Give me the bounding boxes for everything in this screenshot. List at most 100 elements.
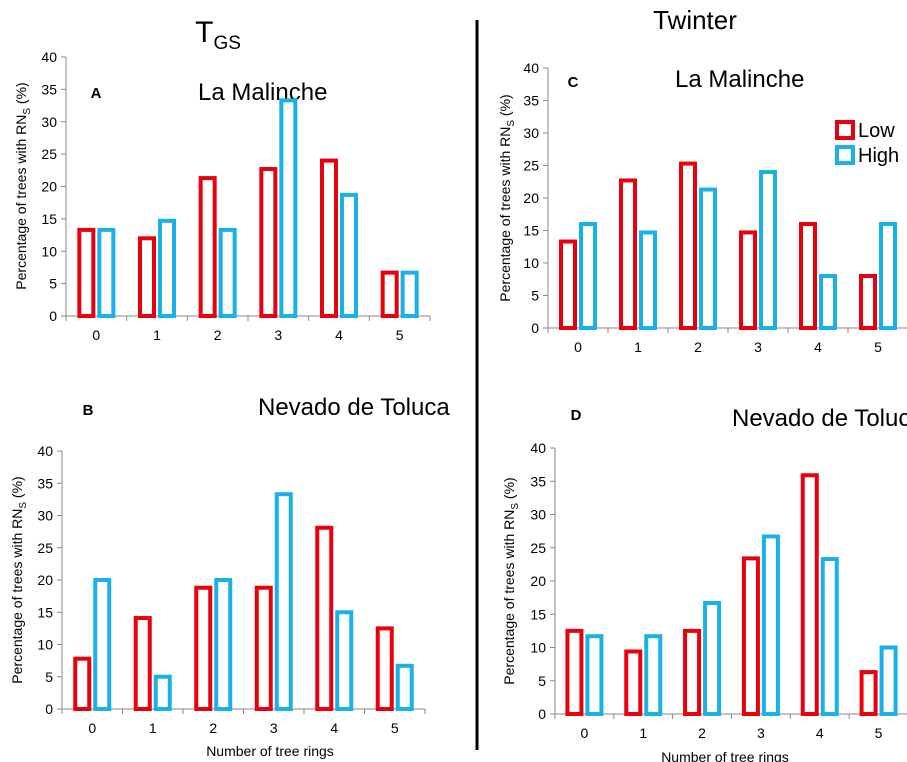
x-tick-label: 2 [698, 725, 706, 741]
bar-low-4 [800, 473, 819, 717]
x-tick-label: 5 [396, 327, 404, 343]
y-axis-label-suffix: (%) [501, 477, 517, 503]
y-axis-label: Percentage of trees with RNS (%) [9, 476, 29, 683]
bar-high-0 [585, 634, 604, 717]
y-axis-label-suffix: (%) [497, 94, 513, 120]
bar-low-5 [375, 626, 394, 711]
x-tick-label: 1 [634, 339, 642, 355]
bar-low-3 [254, 585, 273, 711]
x-tick-label: 3 [757, 725, 765, 741]
x-tick-label: 0 [574, 339, 582, 355]
bar-high-1 [158, 218, 176, 319]
bar-high-1 [639, 230, 657, 330]
bar-high-5 [879, 222, 897, 330]
bar-high-3 [759, 170, 777, 330]
panel-letter: A [91, 85, 102, 102]
y-tick-label: 5 [531, 288, 539, 304]
bar-high-2 [214, 578, 233, 711]
y-axis-label: Percentage of trees with RNS (%) [13, 82, 33, 289]
x-tick-label: 4 [816, 725, 824, 741]
bar-low-3 [741, 556, 760, 717]
chart-panel-c: C La Malinche Percentage of trees with RNS… [497, 60, 907, 355]
y-tick-label: 20 [530, 573, 546, 589]
y-axis-label-sub: S [18, 502, 29, 509]
y-tick-label: 15 [523, 223, 539, 239]
bar-low-5 [380, 270, 399, 318]
right-column-header: Twinter [653, 5, 737, 35]
bar-low-2 [198, 176, 217, 318]
x-tick-label: 0 [88, 720, 96, 736]
bar-low-4 [320, 158, 338, 318]
x-tick-label: 1 [149, 720, 157, 736]
bar-high-1 [153, 674, 172, 711]
legend-label-high: High [858, 145, 899, 167]
x-tick-label: 4 [330, 720, 338, 736]
bar-high-3 [279, 98, 298, 318]
bar-high-4 [820, 557, 839, 716]
y-tick-label: 20 [37, 572, 53, 588]
x-tick-label: 5 [391, 720, 399, 736]
y-tick-label: 25 [37, 540, 53, 556]
y-tick-label: 30 [523, 125, 539, 141]
y-tick-label: 15 [37, 604, 53, 620]
bar-high-3 [274, 492, 293, 711]
y-tick-label: 15 [530, 606, 546, 622]
y-tick-label: 40 [530, 440, 546, 456]
y-tick-label: 40 [37, 443, 53, 459]
chart-panel-a: A La Malinche Percentage of trees with RNS… [13, 49, 431, 343]
bar-low-4 [799, 222, 817, 330]
bar-low-0 [77, 227, 96, 319]
legend: Low High [835, 120, 899, 167]
x-tick-label: 0 [581, 725, 589, 741]
bar-low-2 [679, 161, 697, 330]
y-tick-label: 10 [530, 640, 546, 656]
legend-label-low: Low [858, 120, 895, 142]
bar-low-1 [624, 649, 643, 716]
y-tick-label: 25 [41, 146, 57, 162]
y-tick-label: 25 [523, 158, 539, 174]
y-tick-label: 30 [37, 508, 53, 524]
y-tick-label: 35 [41, 81, 57, 97]
x-tick-label: 3 [754, 339, 762, 355]
bar-low-0 [565, 628, 584, 716]
y-axis-label-prefix: Percentage of trees with RN [497, 127, 513, 302]
x-axis-label-left: Number of tree rings [206, 743, 334, 759]
y-tick-label: 35 [37, 475, 53, 491]
y-axis-label-prefix: Percentage of trees with RN [13, 115, 29, 290]
legend-swatch-low [835, 120, 855, 140]
y-axis-label: Percentage of trees with RNS (%) [497, 94, 517, 301]
y-axis-label: Percentage of trees with RNS (%) [501, 477, 521, 684]
x-tick-label: 3 [274, 327, 282, 343]
x-tick-label: 5 [874, 339, 882, 355]
panel-title: Nevado de Toluca [258, 394, 450, 421]
y-tick-label: 35 [530, 473, 546, 489]
bar-high-3 [761, 534, 780, 716]
x-tick-label: 1 [639, 725, 647, 741]
bar-low-0 [559, 239, 577, 330]
y-tick-label: 20 [523, 190, 539, 206]
x-tick-label: 4 [814, 339, 822, 355]
y-tick-label: 35 [523, 93, 539, 109]
y-tick-label: 40 [523, 60, 539, 76]
y-tick-label: 40 [41, 49, 57, 65]
x-tick-label: 1 [153, 327, 161, 343]
x-tick-label: 0 [92, 327, 100, 343]
bar-high-0 [579, 222, 597, 330]
y-tick-label: 5 [49, 276, 57, 292]
bar-high-1 [644, 634, 663, 717]
x-axis-label-right: Number of tree rings [661, 749, 789, 762]
chart-panel-d: D Nevado de Toluca Percentage of trees wit… [501, 405, 907, 741]
y-tick-label: 0 [45, 701, 53, 717]
y-tick-label: 30 [530, 507, 546, 523]
header-sub: GS [213, 33, 240, 54]
bar-low-5 [859, 274, 877, 330]
bar-low-1 [138, 236, 156, 318]
bar-high-2 [703, 600, 722, 717]
y-tick-label: 10 [41, 243, 57, 259]
bar-low-4 [315, 525, 334, 711]
x-tick-label: 4 [335, 327, 343, 343]
y-tick-label: 0 [531, 320, 539, 336]
y-tick-label: 20 [41, 179, 57, 195]
panel-title: Nevado de Toluca [732, 405, 907, 432]
